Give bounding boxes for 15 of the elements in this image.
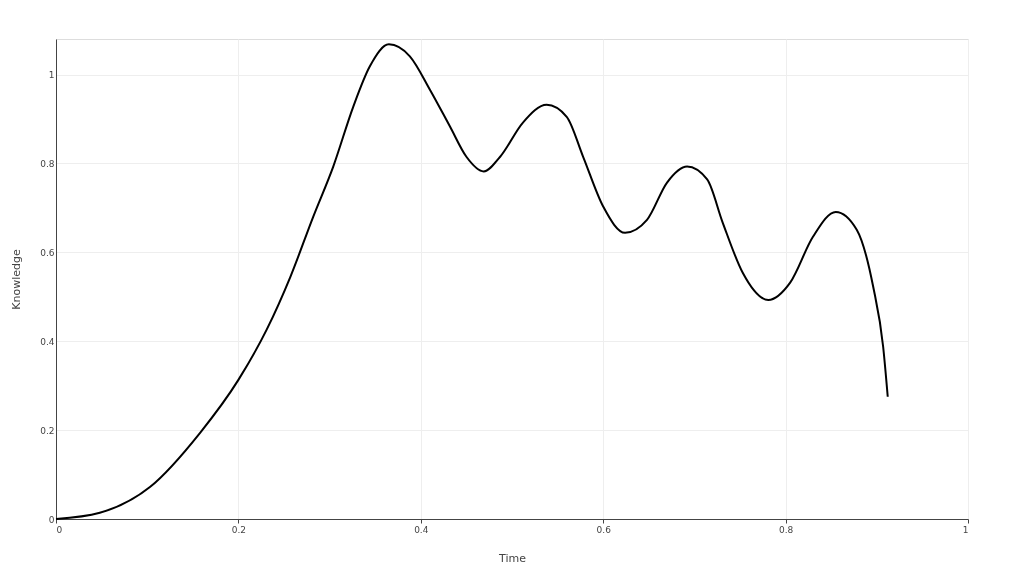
y-tick-label: 0.2 [40,425,55,436]
y-tick-label: 0 [48,514,55,525]
y-axis-title: Knowledge [10,249,24,310]
y-tick-label: 1 [48,70,55,81]
x-tick-label: 0 [56,524,63,535]
y-tick-label: 0.4 [40,336,55,347]
x-tick-label: 0.2 [231,524,247,535]
x-axis-title: Time [498,551,527,565]
y-tick-label: 0.6 [40,247,55,258]
line-series [55,43,889,520]
x-tick-label: 0.8 [778,524,794,535]
x-tick-label: 0.4 [414,524,429,535]
y-tick-label: 0.8 [40,158,55,169]
x-tick-label: 0.6 [596,524,612,535]
x-tick-label: 1 [962,524,969,535]
